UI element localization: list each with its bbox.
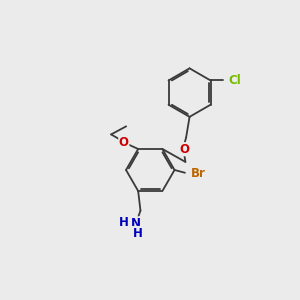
- Text: Br: Br: [191, 167, 206, 180]
- Text: Cl: Cl: [229, 74, 241, 87]
- Text: N: N: [131, 217, 141, 230]
- Text: H: H: [133, 226, 142, 239]
- Text: O: O: [179, 143, 189, 156]
- Text: O: O: [119, 136, 129, 149]
- Text: H: H: [119, 216, 129, 229]
